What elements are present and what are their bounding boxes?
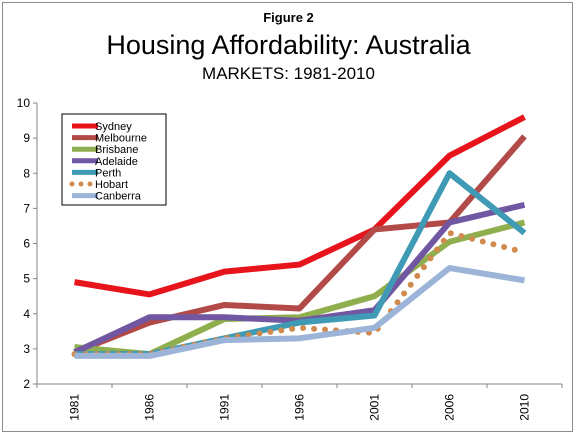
- series-line-brisbane: [74, 219, 526, 358]
- y-tick-label: 5: [23, 272, 30, 286]
- legend-label-sydney: Sydney: [95, 121, 132, 133]
- chart-frame: [2, 2, 573, 432]
- y-tick-label: 4: [23, 307, 30, 321]
- x-tick-label: 2010: [518, 394, 532, 421]
- x-tick-label: 1981: [68, 394, 82, 421]
- legend-label-brisbane: Brisbane: [95, 144, 138, 156]
- y-tick-label: 10: [17, 96, 31, 110]
- x-tick-label: 2006: [443, 394, 457, 421]
- legend-label-canberra: Canberra: [95, 191, 142, 203]
- x-tick-label: 1986: [143, 394, 157, 421]
- series-line-adelaide: [73, 201, 526, 356]
- x-tick-label: 2001: [368, 394, 382, 421]
- x-tick-label: 1991: [218, 394, 232, 421]
- legend-label-perth: Perth: [95, 167, 121, 179]
- legend-label-adelaide: Adelaide: [95, 156, 138, 168]
- y-tick-label: 3: [23, 342, 30, 356]
- legend-label-hobart: Hobart: [95, 179, 128, 191]
- chart-subtitle: MARKETS: 1981-2010: [202, 64, 375, 83]
- series-line-canberra: [74, 265, 525, 359]
- legend-label-melbourne: Melbourne: [95, 133, 147, 145]
- x-tick-label: 1996: [293, 394, 307, 421]
- figure-label: Figure 2: [263, 10, 314, 25]
- series-line-sydney: [74, 114, 526, 298]
- y-tick-label: 9: [23, 131, 30, 145]
- y-tick-label: 7: [23, 201, 30, 215]
- chart-title: Housing Affordability: Australia: [106, 30, 471, 60]
- y-tick-label: 6: [23, 237, 30, 251]
- y-tick-label: 8: [23, 166, 30, 180]
- y-tick-label: 2: [23, 377, 30, 391]
